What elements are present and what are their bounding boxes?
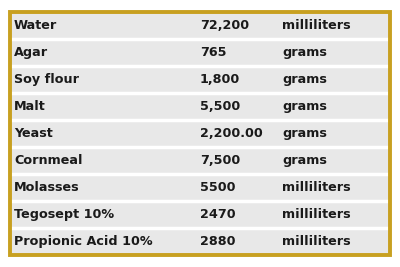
Text: Cornmeal: Cornmeal <box>14 154 82 167</box>
Text: Propionic Acid 10%: Propionic Acid 10% <box>14 235 153 248</box>
Text: 2470: 2470 <box>200 208 236 221</box>
Bar <box>10 66 390 93</box>
Bar <box>10 174 390 201</box>
Bar <box>10 120 390 147</box>
Text: 5,500: 5,500 <box>200 100 240 113</box>
Text: grams: grams <box>282 100 327 113</box>
Text: Agar: Agar <box>14 46 48 59</box>
Text: Tegosept 10%: Tegosept 10% <box>14 208 114 221</box>
Bar <box>10 201 390 228</box>
Text: Soy flour: Soy flour <box>14 73 79 86</box>
Text: 765: 765 <box>200 46 226 59</box>
Text: Water: Water <box>14 19 57 32</box>
Text: grams: grams <box>282 73 327 86</box>
Text: 72,200: 72,200 <box>200 19 249 32</box>
Text: 7,500: 7,500 <box>200 154 240 167</box>
Bar <box>10 93 390 120</box>
Text: Yeast: Yeast <box>14 127 53 140</box>
Text: 5500: 5500 <box>200 181 236 194</box>
Bar <box>10 228 390 255</box>
Text: grams: grams <box>282 154 327 167</box>
Text: 2880: 2880 <box>200 235 236 248</box>
Text: Malt: Malt <box>14 100 46 113</box>
Text: milliliters: milliliters <box>282 19 351 32</box>
Text: grams: grams <box>282 46 327 59</box>
Bar <box>10 147 390 174</box>
Text: milliliters: milliliters <box>282 235 351 248</box>
Bar <box>10 39 390 66</box>
Text: Molasses: Molasses <box>14 181 80 194</box>
Text: grams: grams <box>282 127 327 140</box>
Text: milliliters: milliliters <box>282 181 351 194</box>
Text: milliliters: milliliters <box>282 208 351 221</box>
Bar <box>10 12 390 39</box>
Text: 1,800: 1,800 <box>200 73 240 86</box>
Text: 2,200.00: 2,200.00 <box>200 127 263 140</box>
